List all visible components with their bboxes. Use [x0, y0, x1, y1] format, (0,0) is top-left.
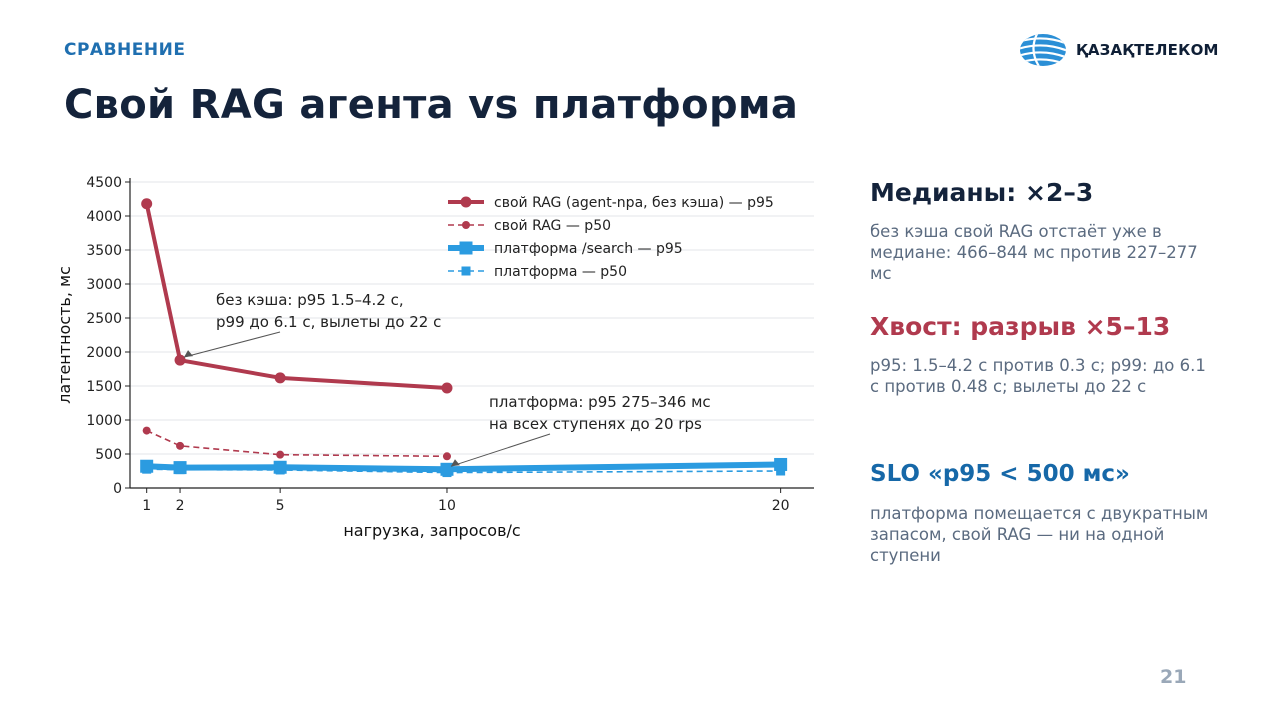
latency-chart: 0 500 1000 1500 2000 2500 3000 3500 4000 4500 1 2 5 1… — [55, 175, 814, 540]
y-tick-label: 1000 — [86, 413, 122, 429]
annotation-arrowhead — [184, 350, 194, 358]
annotation-arrow — [450, 433, 551, 467]
series-line — [146, 461, 781, 473]
data-point — [461, 266, 471, 276]
section-kicker: СРАВНЕНИЕ — [64, 40, 186, 60]
annotation-text: без кэша: p95 1.5–4.2 с, — [216, 291, 404, 309]
medians-heading: Медианы: ×2–3 — [870, 178, 1094, 207]
legend-label: свой RAG — p50 — [494, 218, 611, 234]
medians-text: без кэша свой RAG отстаёт уже в медиане:… — [870, 222, 1198, 283]
slo-text: платформа помещается с двукратным запасо… — [870, 504, 1209, 565]
legend-label: платформа — p50 — [494, 264, 627, 280]
data-point — [176, 441, 185, 450]
annotation-text: на всех ступенях до 20 rps — [489, 415, 702, 433]
tail-text: p95: 1.5–4.2 с против 0.3 с; p99: до 6.1… — [870, 356, 1206, 396]
data-point — [141, 198, 153, 210]
logo-wordmark: ҚАЗАҚТЕЛЕКОМ — [1076, 41, 1219, 59]
data-point — [140, 459, 154, 473]
y-tick-label: 2000 — [86, 345, 122, 361]
data-point — [274, 372, 286, 384]
y-tick-label: 500 — [95, 447, 122, 463]
data-point — [776, 466, 786, 476]
x-tick-label: 2 — [176, 498, 185, 514]
data-point — [442, 452, 451, 461]
globe-logo-icon — [1020, 34, 1066, 66]
y-tick-label: 4000 — [86, 209, 122, 225]
series-line — [146, 429, 447, 458]
data-point — [142, 426, 151, 435]
slo-block: SLO «p95 < 500 мс» платформа помещается … — [870, 461, 1210, 566]
data-point — [276, 450, 285, 459]
data-point — [441, 382, 453, 394]
annotation-arrowhead — [450, 459, 460, 467]
x-tick-label: 5 — [276, 498, 285, 514]
page-number: 21 — [1160, 666, 1187, 688]
legend-label: платформа /search — p95 — [494, 241, 683, 257]
medians-block: Медианы: ×2–3 без кэша свой RAG отстаёт … — [870, 178, 1210, 284]
data-point — [273, 460, 287, 474]
series-line — [144, 203, 448, 391]
y-tick-label: 4500 — [86, 175, 122, 191]
data-point — [459, 241, 473, 255]
tail-block: Хвост: разрыв ×5–13 p95: 1.5–4.2 с проти… — [870, 312, 1210, 397]
slo-heading: SLO «p95 < 500 мс» — [870, 461, 1130, 487]
annotation-text: платформа: p95 275–346 мс — [489, 393, 711, 411]
y-tick-label: 2500 — [86, 311, 122, 327]
data-point — [440, 462, 454, 476]
data-point — [462, 221, 470, 229]
y-tick-label: 3000 — [86, 277, 122, 293]
data-point — [774, 457, 788, 471]
annotation-text: p99 до 6.1 с, вылеты до 22 с — [216, 313, 441, 331]
y-tick-label: 3500 — [86, 243, 122, 259]
company-logo: ҚАЗАҚТЕЛЕКОМ — [1018, 32, 1219, 68]
tail-heading: Хвост: разрыв ×5–13 — [870, 312, 1171, 341]
x-tick-label: 10 — [438, 498, 456, 514]
x-tick-label: 1 — [142, 498, 151, 514]
x-axis-label: нагрузка, запросов/с — [343, 521, 520, 540]
y-tick-label: 0 — [113, 481, 122, 497]
data-point — [174, 354, 186, 366]
data-point — [460, 196, 472, 208]
legend-label: свой RAG (agent-npa, без кэша) — p95 — [494, 195, 774, 211]
x-tick-label: 20 — [772, 498, 790, 514]
annotation-arrow — [183, 331, 281, 358]
data-point — [173, 461, 187, 475]
y-axis-label: латентность, мс — [55, 266, 74, 404]
page-title: Свой RAG агента vs платформа — [64, 82, 799, 128]
y-tick-label: 1500 — [86, 379, 122, 395]
